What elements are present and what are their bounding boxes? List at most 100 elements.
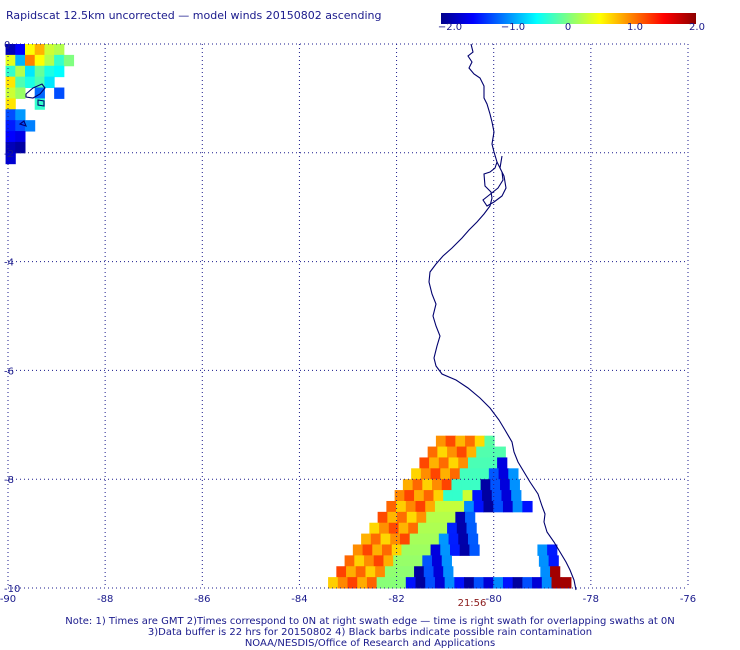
wind-cell (538, 555, 550, 567)
wind-cell (469, 468, 480, 480)
wind-cell (416, 511, 427, 524)
wind-cell (393, 555, 404, 567)
wind-cell (401, 544, 412, 556)
colorbar-label-pos1: 1.0 (627, 22, 643, 33)
wind-cell (430, 468, 441, 480)
latitude-tick-label: -8 (4, 475, 14, 486)
wind-cell (456, 522, 468, 535)
wind-cell (434, 577, 446, 589)
wind-cell (435, 511, 447, 524)
wind-cell (383, 555, 394, 567)
note-line-2: 3)Data buffer is 22 hrs for 20150802 4) … (147, 627, 593, 638)
wind-cell (366, 577, 378, 589)
wind-cell (512, 577, 523, 589)
wind-cell (379, 522, 390, 535)
latitude-tick-label: 0 (4, 40, 10, 51)
wind-cell (384, 566, 396, 578)
wind-cell (440, 468, 451, 480)
wind-cell (355, 566, 366, 578)
wind-cell (386, 577, 397, 589)
wind-cell (522, 500, 533, 513)
wind-cell (44, 44, 55, 56)
wind-cell (466, 446, 477, 458)
wind-cell (375, 566, 386, 578)
wind-cell (459, 544, 470, 556)
wind-cell (5, 54, 16, 67)
wind-cell (405, 577, 417, 589)
wind-cell (438, 457, 450, 469)
wind-cell (414, 490, 425, 502)
wind-cell (419, 533, 430, 545)
latitude-tick-label: -4 (4, 258, 14, 269)
longitude-tick-label: -84 (291, 594, 307, 605)
wind-cell (5, 120, 16, 132)
wind-cell (425, 577, 436, 589)
wind-cell (454, 500, 465, 513)
note-line-3: NOAA/NESDIS/Office of Research and Appli… (244, 638, 496, 649)
wind-cell (522, 577, 533, 589)
wind-cell (448, 533, 459, 545)
wind-cell (34, 98, 45, 110)
wind-cell (412, 555, 423, 567)
wind-cell (388, 522, 400, 535)
wind-cell (337, 577, 349, 589)
wind-cell (5, 152, 16, 165)
colorbar-label-max: 2.0 (689, 22, 705, 33)
wind-cell (420, 544, 432, 556)
wind-cell (15, 87, 26, 99)
wind-cell (376, 577, 387, 589)
wind-cell (387, 511, 398, 524)
wind-cell (397, 511, 408, 524)
wind-cell (408, 522, 419, 535)
wind-cell (437, 446, 448, 458)
wind-cell (508, 468, 519, 480)
wind-cell (434, 500, 446, 513)
wind-cell (409, 533, 420, 545)
wind-cell (361, 533, 372, 545)
wind-cell (450, 468, 461, 480)
wind-cell (54, 65, 65, 78)
wind-cell (399, 533, 411, 545)
wind-cell (493, 500, 504, 513)
wind-cell (480, 479, 491, 491)
wind-cell (386, 500, 397, 513)
wind-cell (5, 141, 16, 154)
wind-cell (44, 54, 55, 67)
coastline (428, 43, 577, 591)
wind-cell (34, 65, 45, 78)
wind-cell (405, 500, 417, 513)
longitude-tick-label: -76 (680, 594, 696, 605)
wind-cell (501, 490, 512, 502)
wind-cell (433, 490, 444, 502)
wind-cell (450, 544, 461, 556)
colorbar-label-min: −2.0 (437, 22, 463, 33)
wind-cell (490, 479, 501, 491)
colorbar (441, 9, 696, 24)
wind-cell (15, 120, 26, 132)
wind-cell (493, 577, 504, 589)
wind-cell (25, 76, 36, 89)
wind-cell (482, 490, 493, 502)
wind-cell (404, 566, 415, 578)
wind-cell (426, 511, 437, 524)
wind-cell (455, 511, 466, 524)
wind-cell (5, 76, 16, 89)
wind-cell (512, 500, 523, 513)
wind-cell (427, 522, 438, 535)
wind-cell (495, 446, 506, 458)
wind-cell (369, 522, 380, 535)
wind-cell (352, 544, 364, 556)
wind-cell (491, 490, 502, 502)
wind-cell (467, 533, 479, 545)
wind-cell (467, 457, 479, 469)
wind-cell (456, 446, 468, 458)
wind-cell (422, 479, 433, 491)
wind-cell (382, 544, 393, 556)
latitude-tick-label: -10 (4, 584, 20, 595)
wind-cell (5, 131, 16, 143)
wind-cell (548, 555, 559, 567)
wind-cell (402, 479, 414, 491)
wind-cell (15, 141, 26, 154)
wind-cell (462, 490, 473, 502)
wind-cell (422, 555, 433, 567)
